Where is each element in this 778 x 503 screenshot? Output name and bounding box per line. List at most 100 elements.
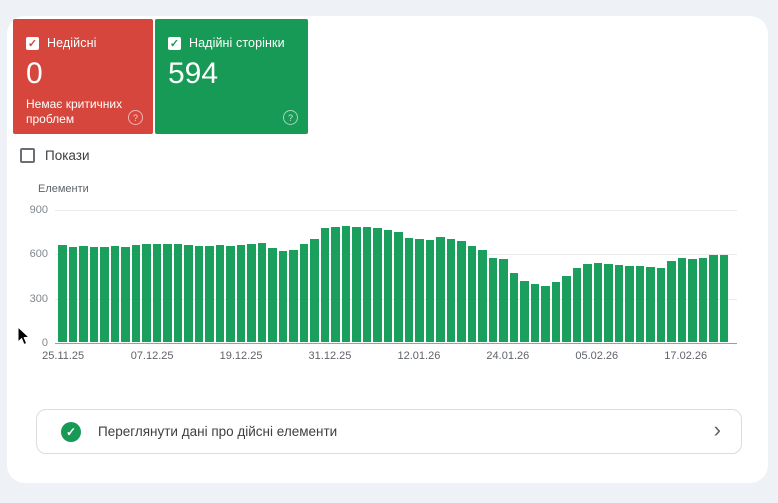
summary-cards: ✓ Недійсні 0 Немає критичних проблем ? ✓… xyxy=(13,19,308,134)
invalid-checkbox-icon[interactable]: ✓ xyxy=(26,36,39,50)
bar[interactable] xyxy=(709,254,718,342)
bar[interactable] xyxy=(457,241,466,342)
bar[interactable] xyxy=(257,243,266,342)
bar[interactable] xyxy=(310,239,319,342)
help-icon[interactable]: ? xyxy=(283,110,298,125)
bar[interactable] xyxy=(604,264,613,342)
bar[interactable] xyxy=(383,230,392,342)
bar[interactable] xyxy=(299,244,308,342)
valid-checkbox-icon[interactable]: ✓ xyxy=(168,36,181,50)
bar[interactable] xyxy=(436,237,445,342)
bar[interactable] xyxy=(404,237,413,342)
bar[interactable] xyxy=(625,266,634,342)
invalid-card[interactable]: ✓ Недійсні 0 Немає критичних проблем ? xyxy=(13,19,153,134)
bar[interactable] xyxy=(68,246,77,342)
y-tick-label: 0 xyxy=(41,337,48,349)
gridline-900 xyxy=(55,210,737,211)
view-valid-items-button[interactable]: ✓ Переглянути дані про дійсні елементи › xyxy=(36,409,742,454)
bar[interactable] xyxy=(194,245,203,342)
bar[interactable] xyxy=(667,261,676,342)
bar[interactable] xyxy=(110,245,119,342)
bar[interactable] xyxy=(467,245,476,342)
bar[interactable] xyxy=(656,268,665,342)
bar[interactable] xyxy=(446,239,455,342)
bar[interactable] xyxy=(415,239,424,342)
bar[interactable] xyxy=(79,246,88,342)
invalid-subtext: Немає критичних проблем xyxy=(26,97,123,126)
x-axis-line xyxy=(55,343,737,344)
bar[interactable] xyxy=(362,227,371,342)
bars[interactable] xyxy=(58,210,728,342)
bar[interactable] xyxy=(677,258,686,342)
bar[interactable] xyxy=(341,226,350,342)
bar[interactable] xyxy=(100,246,109,342)
y-axis-labels: 900 600 300 0 xyxy=(7,204,48,349)
x-tick-label: 17.02.26 xyxy=(664,350,708,362)
impressions-label: Покази xyxy=(45,148,90,163)
bar[interactable] xyxy=(131,245,140,342)
bar[interactable] xyxy=(205,245,214,342)
bar[interactable] xyxy=(719,254,728,342)
y-tick-label: 600 xyxy=(29,248,48,261)
y-tick-label: 900 xyxy=(29,204,48,216)
bar[interactable] xyxy=(488,257,497,342)
bar[interactable] xyxy=(226,245,235,342)
bar[interactable] xyxy=(583,263,592,342)
bar[interactable] xyxy=(520,281,529,342)
bar[interactable] xyxy=(142,243,151,342)
mouse-cursor-icon xyxy=(17,326,31,346)
cta-label: Переглянути дані про дійсні елементи xyxy=(98,424,338,439)
help-icon[interactable]: ? xyxy=(128,110,143,125)
bar[interactable] xyxy=(614,265,623,342)
x-tick-label: 31.12.25 xyxy=(308,350,352,362)
bar[interactable] xyxy=(89,247,98,342)
bar[interactable] xyxy=(688,258,697,342)
bar[interactable] xyxy=(635,265,644,342)
bar[interactable] xyxy=(320,228,329,342)
x-tick-label: 05.02.26 xyxy=(575,350,619,362)
bar[interactable] xyxy=(646,266,655,342)
bar[interactable] xyxy=(121,246,130,342)
bar[interactable] xyxy=(278,250,287,342)
chart-y-axis-title: Елементи xyxy=(38,183,89,195)
impressions-toggle[interactable]: Покази xyxy=(20,148,90,163)
invalid-card-label: Недійсні xyxy=(47,36,97,50)
bar[interactable] xyxy=(58,245,67,342)
x-tick-label: 25.11.25 xyxy=(42,350,85,362)
y-tick-label: 300 xyxy=(29,292,48,305)
bar[interactable] xyxy=(593,263,602,342)
impressions-checkbox[interactable] xyxy=(20,148,35,163)
bar[interactable] xyxy=(247,244,256,342)
x-tick-label: 12.01.26 xyxy=(397,350,441,362)
bar[interactable] xyxy=(331,226,340,342)
x-tick-label: 24.01.26 xyxy=(486,350,530,362)
bar[interactable] xyxy=(215,245,224,342)
bar[interactable] xyxy=(499,259,508,342)
report-panel: ✓ Недійсні 0 Немає критичних проблем ? ✓… xyxy=(7,16,768,483)
bar[interactable] xyxy=(530,284,539,342)
bar[interactable] xyxy=(268,248,277,342)
bar[interactable] xyxy=(373,228,382,342)
bar[interactable] xyxy=(478,250,487,342)
bar[interactable] xyxy=(572,267,581,342)
bar[interactable] xyxy=(173,244,182,342)
bar[interactable] xyxy=(289,249,298,342)
bar[interactable] xyxy=(698,257,707,342)
invalid-count: 0 xyxy=(26,57,43,90)
bar[interactable] xyxy=(152,244,161,342)
chevron-right-icon: › xyxy=(713,417,721,442)
bar[interactable] xyxy=(394,232,403,342)
bar[interactable] xyxy=(163,243,172,342)
x-axis-labels: 25.11.25 07.12.25 19.12.25 31.12.25 12.01.26… xyxy=(42,350,737,364)
valid-card-label: Надійні сторінки xyxy=(189,36,285,50)
x-tick-label: 07.12.25 xyxy=(130,350,174,362)
bar[interactable] xyxy=(184,245,193,342)
bar[interactable] xyxy=(541,285,550,342)
bar[interactable] xyxy=(562,275,571,342)
bar[interactable] xyxy=(352,226,361,342)
valid-card[interactable]: ✓ Надійні сторінки 594 ? xyxy=(155,19,308,134)
bar[interactable] xyxy=(236,245,245,342)
bar[interactable] xyxy=(509,273,518,342)
bar[interactable] xyxy=(551,281,560,342)
bar[interactable] xyxy=(425,240,434,342)
